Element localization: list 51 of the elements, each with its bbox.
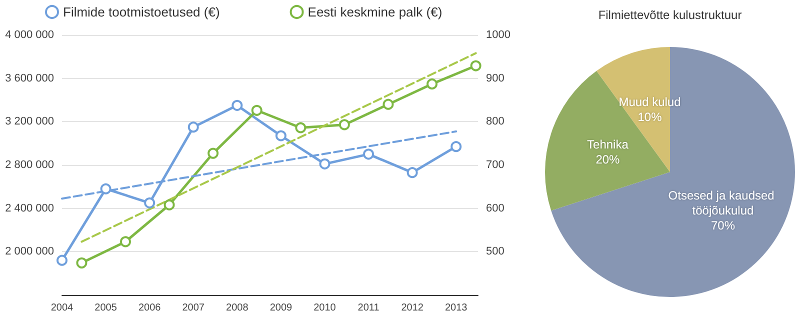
point xyxy=(363,148,374,160)
point xyxy=(338,119,350,130)
data-label: 70% xyxy=(710,218,736,232)
y2-tick-label: 600 xyxy=(486,202,504,214)
x-tick-label: 2013 xyxy=(444,302,468,314)
point xyxy=(382,98,394,110)
y-tick-label: 3 600 000 xyxy=(5,72,54,84)
x-tick-label: 2008 xyxy=(226,302,249,314)
x-tick-label: 2004 xyxy=(50,302,74,314)
point xyxy=(188,122,199,133)
point xyxy=(232,100,243,111)
y2-tick-label: 500 xyxy=(486,246,504,258)
slice-label: Tehnika xyxy=(587,137,629,152)
point xyxy=(251,104,262,116)
slice-label: Muud kulud xyxy=(618,95,681,110)
y-tick-label: 3 200 000 xyxy=(5,116,54,128)
data-label: 10% xyxy=(638,110,662,124)
point xyxy=(406,167,418,178)
legend-label: Filmide tootmistoetused (€) xyxy=(63,4,220,20)
x-tick-label: 2006 xyxy=(138,302,162,314)
x-tick-label: 2005 xyxy=(94,302,118,314)
legend-label: Eesti keskmine palk (€) xyxy=(308,4,442,20)
y-tick-label: 2 000 000 xyxy=(5,246,54,258)
point xyxy=(470,60,482,72)
x-tick-label: 2011 xyxy=(358,302,380,314)
slice-label: Otsesed ja kaudsed tööjõukulud xyxy=(668,188,778,218)
point xyxy=(120,236,131,248)
y2-tick-label: 700 xyxy=(486,159,504,171)
point xyxy=(426,78,438,90)
point xyxy=(275,130,286,142)
point xyxy=(164,199,175,210)
y-tick-label: 4 000 000 xyxy=(5,29,54,41)
point xyxy=(144,197,156,208)
y2-tick-label: 1000 xyxy=(486,29,510,41)
x-tick-label: 2012 xyxy=(401,302,424,314)
y-tick-label: 2 400 000 xyxy=(5,202,54,214)
y2-tick-label: 800 xyxy=(486,116,504,128)
y2-tick-label: 900 xyxy=(486,72,504,84)
point xyxy=(76,257,88,268)
point xyxy=(295,122,306,134)
y-tick-label: 2 800 000 xyxy=(5,159,54,171)
x-tick-label: 2007 xyxy=(182,302,205,314)
point xyxy=(450,141,462,152)
point xyxy=(208,148,219,159)
x-tick-label: 2009 xyxy=(270,302,293,314)
point xyxy=(319,158,330,170)
x-tick-label: 2010 xyxy=(314,302,336,314)
point xyxy=(100,183,112,194)
data-label: 20% xyxy=(596,152,620,166)
chart-title: Filmiettevõtte kulustruktuur xyxy=(598,8,742,22)
point xyxy=(56,254,68,266)
